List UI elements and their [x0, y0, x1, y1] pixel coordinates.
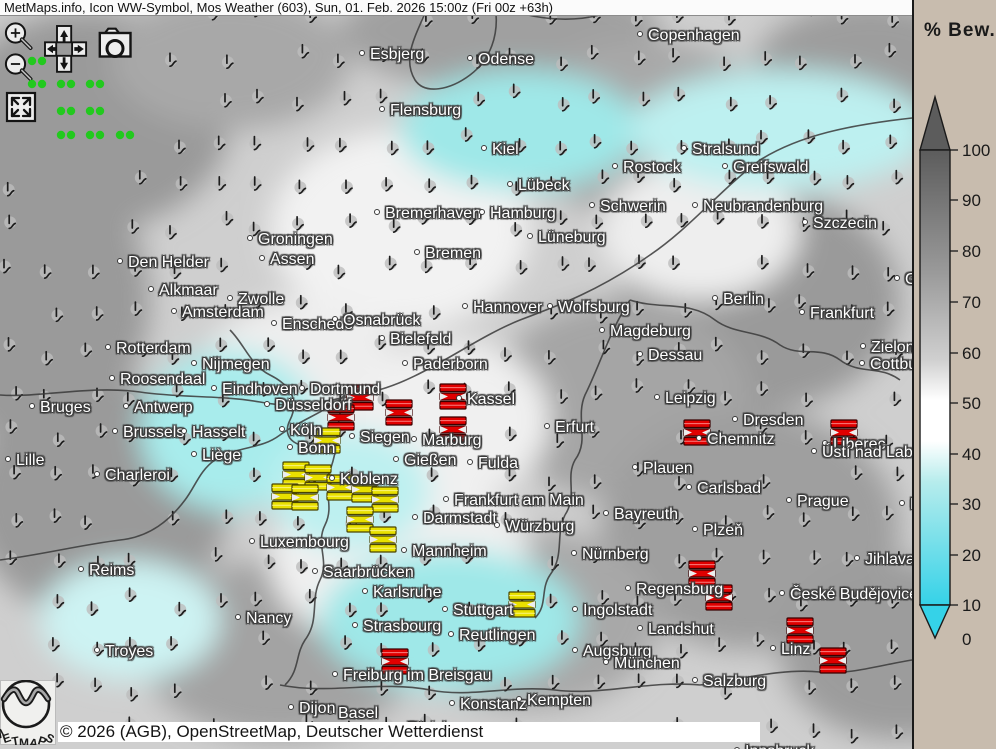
svg-text:100: 100: [962, 141, 990, 160]
svg-text:S: S: [43, 730, 56, 745]
svg-text:80: 80: [962, 242, 981, 261]
svg-text:0: 0: [962, 630, 971, 649]
svg-text:70: 70: [962, 293, 981, 312]
svg-text:30: 30: [962, 495, 981, 514]
svg-text:20: 20: [962, 546, 981, 565]
svg-text:40: 40: [962, 445, 981, 464]
svg-text:10: 10: [962, 596, 981, 615]
svg-text:90: 90: [962, 191, 981, 210]
svg-text:60: 60: [962, 344, 981, 363]
svg-text:50: 50: [962, 394, 981, 413]
svg-text:M: M: [19, 736, 29, 745]
